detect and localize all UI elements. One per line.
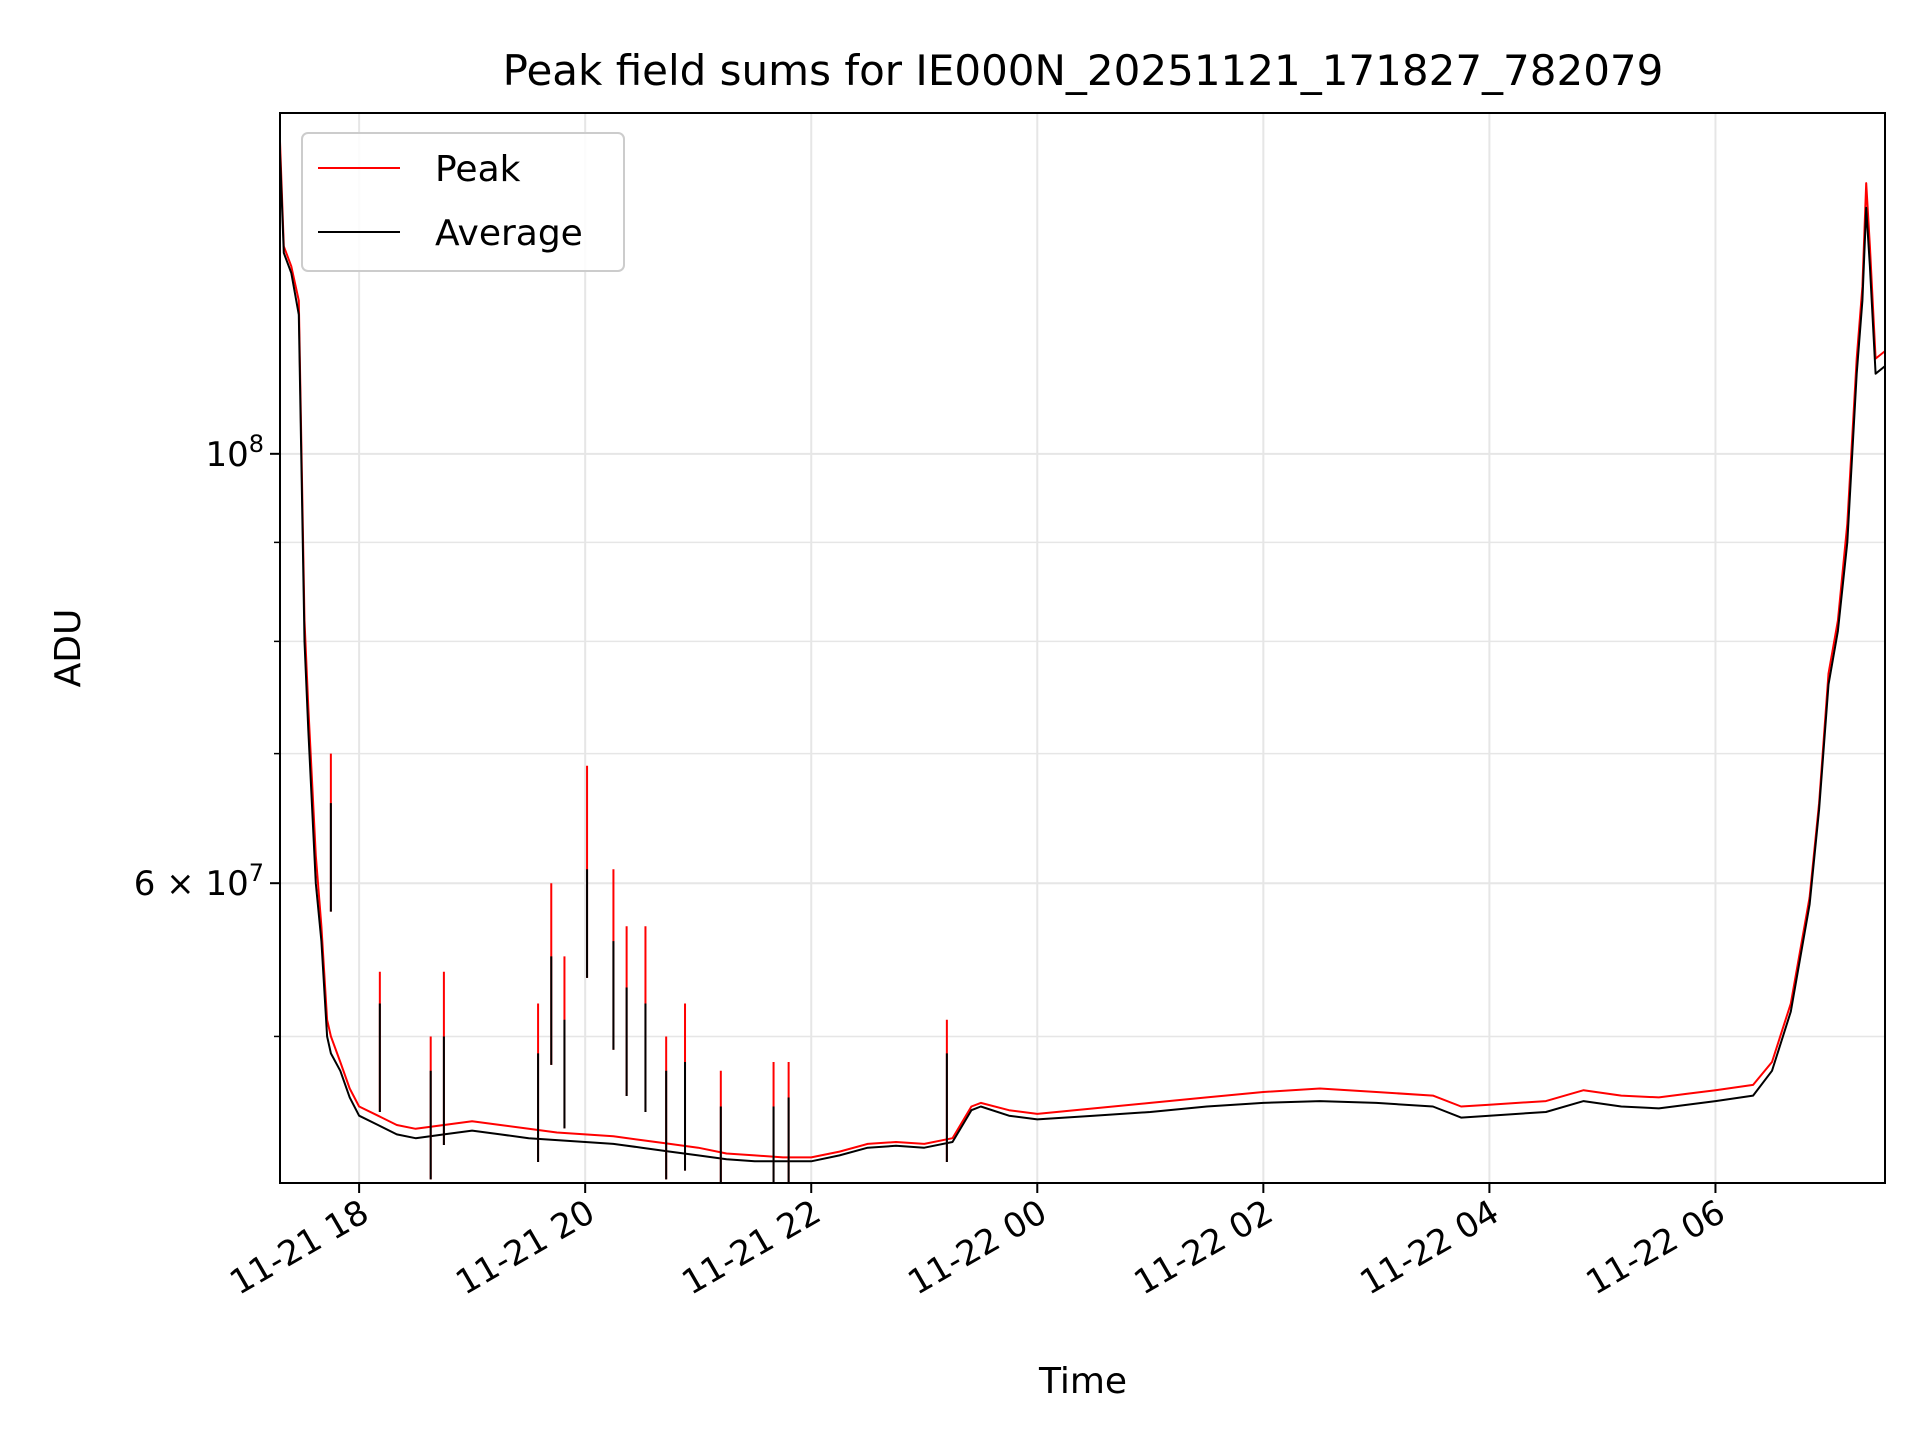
legend: Peak Average [301,132,625,272]
chart-title: Peak field sums for IE000N_20251121_1718… [503,46,1664,95]
y-tick-label-exponent: 7 [249,859,264,887]
legend-label-peak: Peak [435,149,521,190]
series-line-average [279,153,1886,1163]
series-layer [279,141,1886,1183]
y-tick-label: 6 × 107 [134,859,264,904]
y-axis-label: ADU [48,609,89,688]
plot-frame [279,112,1886,1184]
x-axis-label: Time [1038,1361,1127,1402]
y-tick-label-exponent: 8 [249,430,264,458]
legend-label-average: Average [435,213,583,254]
grid-layer [280,113,1885,1183]
series-line-peak [279,141,1886,1159]
